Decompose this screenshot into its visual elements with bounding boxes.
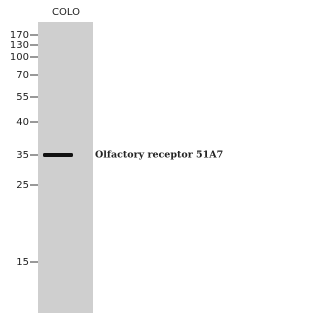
marker-label: 15 — [16, 257, 29, 268]
page: COLO Olfactory receptor 51A7 17013010070… — [0, 0, 320, 318]
marker-label: 70 — [16, 70, 29, 81]
marker-label: 100 — [10, 52, 29, 63]
marker-label: 55 — [16, 92, 29, 103]
marker-label: 40 — [16, 117, 29, 128]
lane-label: COLO — [52, 7, 80, 18]
band — [43, 153, 73, 157]
marker-label: 25 — [16, 180, 29, 191]
lane — [38, 22, 93, 313]
marker-label: 130 — [10, 40, 29, 51]
blot: COLO Olfactory receptor 51A7 17013010070… — [0, 0, 243, 318]
band-label: Olfactory receptor 51A7 — [95, 150, 223, 161]
marker-label: 35 — [16, 150, 29, 161]
